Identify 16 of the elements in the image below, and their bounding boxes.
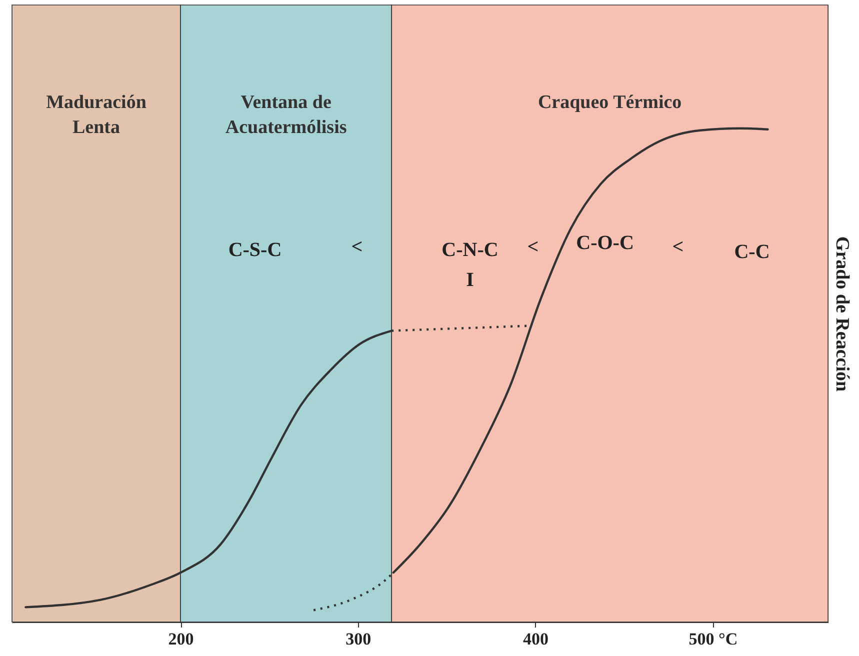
annotation: C-C bbox=[734, 241, 770, 263]
annotation: I bbox=[466, 269, 474, 291]
annotation: C-S-C bbox=[228, 239, 282, 261]
x-tick-label: 200 bbox=[168, 630, 194, 648]
x-tick-label: 500 °C bbox=[688, 630, 738, 648]
annotation: C-N-C bbox=[442, 239, 498, 261]
annotation: < bbox=[527, 236, 539, 258]
annotation: < bbox=[351, 236, 363, 258]
x-tick-label: 400 bbox=[523, 630, 549, 648]
band-label: Ventana de Acuatermólisis bbox=[225, 92, 347, 138]
y-axis-title: Grado de Reacción bbox=[832, 236, 852, 392]
band-label: Maduración Lenta bbox=[46, 92, 147, 138]
annotation: C-O-C bbox=[576, 232, 634, 254]
band-label: Craqueo Térmico bbox=[538, 92, 682, 113]
annotation: < bbox=[672, 236, 684, 258]
x-tick-label: 300 bbox=[346, 630, 372, 648]
